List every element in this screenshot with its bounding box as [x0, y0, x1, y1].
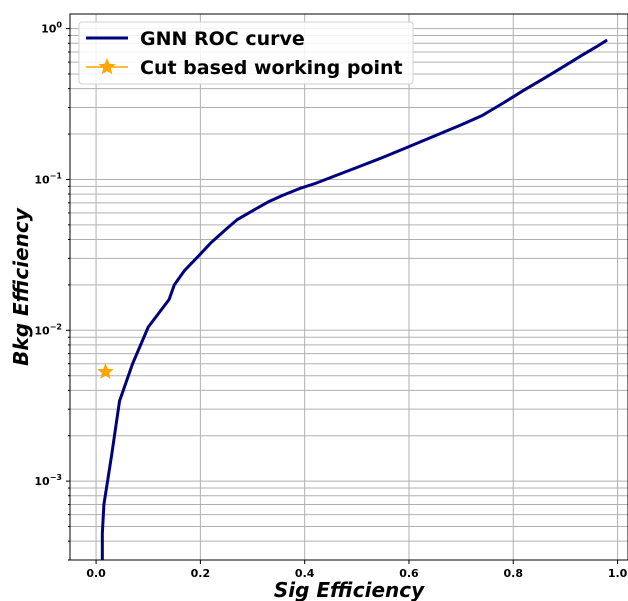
legend: GNN ROC curve Cut based working point — [78, 21, 414, 85]
x-tick-label: 0.4 — [295, 567, 315, 580]
y-axis-title: Bkg Efficiency — [9, 207, 33, 366]
x-tick-label: 1.0 — [608, 567, 628, 580]
y-tick-label: 100 — [41, 21, 62, 36]
roc-curve-line — [100, 38, 608, 560]
grid — [70, 14, 628, 561]
y-tick-label: 10−2 — [34, 322, 62, 337]
x-tick-label: 0.0 — [86, 567, 106, 580]
legend-frame — [78, 21, 414, 85]
x-axis-title: Sig Efficiency — [274, 578, 425, 601]
y-tick-label: 10−3 — [34, 473, 62, 488]
x-tick-label: 0.6 — [399, 567, 419, 580]
x-tick-label: 0.8 — [504, 567, 524, 580]
plot-area — [69, 13, 628, 561]
legend-label-cut: Cut based working point — [140, 57, 403, 79]
legend-star-marker — [98, 58, 116, 75]
x-tick-label: 0.2 — [191, 567, 211, 580]
working-point-star — [97, 363, 114, 379]
legend-label-gnn: GNN ROC curve — [140, 28, 305, 50]
y-tick-label: 10−1 — [34, 171, 62, 186]
series — [97, 38, 608, 560]
ticks: 0.0 0.2 0.4 0.6 0.8 1.0 10−3 10−2 10−1 100 — [34, 21, 627, 580]
